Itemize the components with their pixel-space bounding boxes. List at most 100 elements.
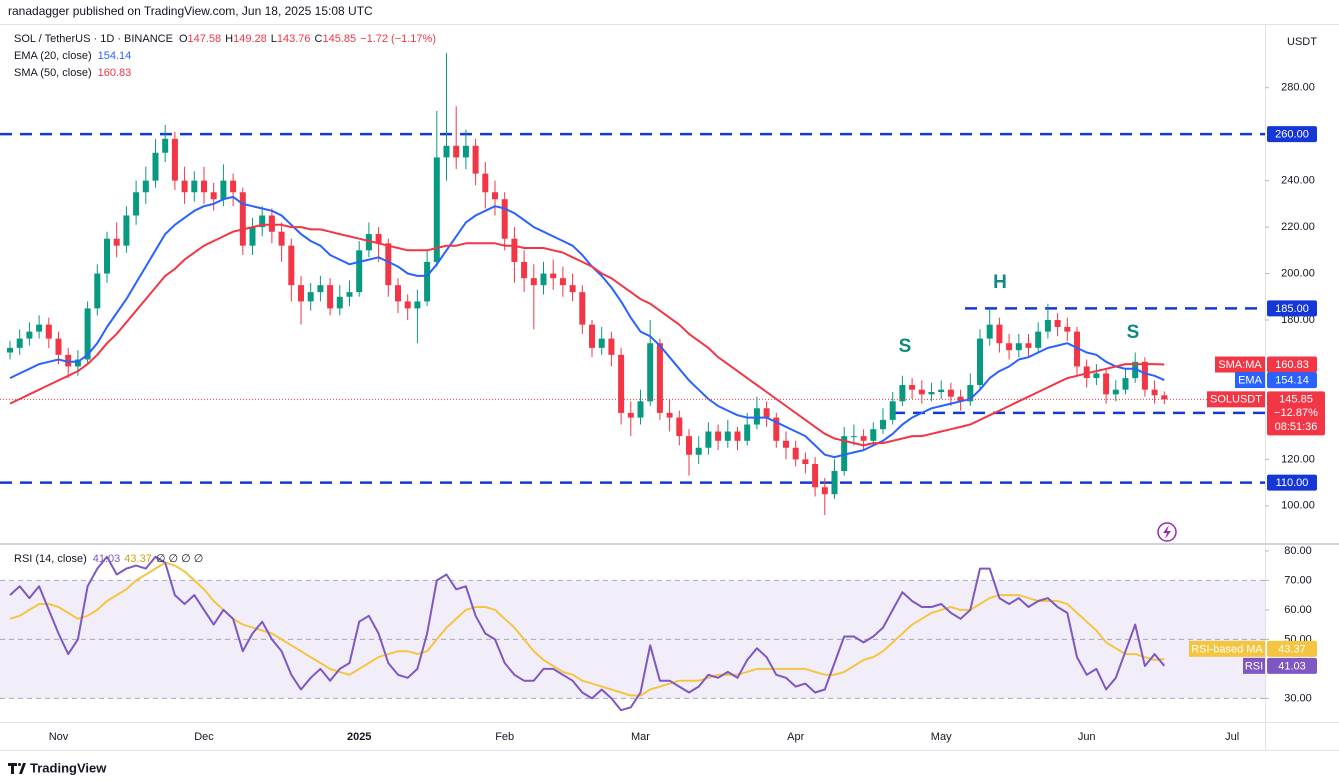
indicator-badge-name: EMA [1238,374,1263,386]
x-tick-label: Mar [631,731,650,743]
candle-body [618,354,625,413]
indicator-badge-value-box [1267,372,1317,389]
indicator-line [9,223,1165,447]
candle-body [181,180,188,193]
legend: EMA (20, close) 154.14 [14,50,131,62]
x-tick-label: Dec [194,731,214,743]
candle-body [637,401,644,418]
candle-body [647,343,654,402]
rsi-badge-value: 41.03 [1278,660,1306,672]
candle-body [1035,331,1042,348]
candle-body [860,436,867,441]
candle-body [918,389,925,395]
pattern-label: S [1127,322,1140,343]
candle-body [715,431,722,441]
candle-body [201,180,207,193]
candle-body [1064,326,1071,332]
candle-body [850,436,857,438]
candle-body [1025,343,1032,348]
legend-part: L [271,33,277,45]
candle-body [569,285,576,293]
candle-body [831,470,838,495]
candle-body [880,419,886,430]
candle-body [1093,373,1100,379]
candle-body [899,385,906,402]
candle-body [171,138,178,181]
axis-unit: USDT [1287,36,1317,48]
legend-part: RSI (14, close) [14,553,87,565]
legend-part: −1.72 (−1.17%) [360,33,436,45]
rsi-ma-badge-value-box [1267,640,1317,657]
candle-body [268,215,275,232]
candle-body [627,412,634,418]
candle-body [967,385,974,402]
candle-body [230,180,237,193]
candle-body [938,389,945,393]
candle-body [210,192,217,200]
indicator-badge-name: SMA:MA [1218,359,1262,371]
y-tick-label: 240.00 [1281,175,1315,187]
candle-body [104,238,110,274]
y-tick-label: 280.00 [1281,82,1315,94]
candle-body [821,487,828,495]
candle-body [1112,389,1119,395]
y-tick-label: 120.00 [1281,453,1315,465]
candle-body [947,389,954,397]
candle-body [792,447,799,460]
candle-body [36,324,43,332]
candle-body [433,157,440,262]
candle-body [298,285,304,302]
candle-body [598,338,605,348]
candle-body [812,464,819,488]
indicator-badge-value: 160.83 [1275,359,1309,371]
candle-body [676,417,683,437]
legend-part: SMA (50, close) [14,67,92,79]
x-tick-label: Jul [1225,731,1239,743]
candle-body [579,292,586,325]
level-label: 185.00 [1275,303,1309,315]
candle-body [443,145,450,158]
y-tick-label: 30.00 [1284,692,1312,704]
indicator-line [9,195,1165,459]
candle-body [559,278,566,286]
rsi-badge-value-box [1267,657,1317,674]
candle-body [133,192,140,216]
level-label: 260.00 [1275,129,1309,141]
legend-part: SOL / TetherUS · 1D · BINANCE [14,33,173,45]
candle-body [1122,378,1129,390]
candle-body [763,408,770,418]
rsi-ma-badge-name-box [1189,640,1265,657]
candle-body [589,324,595,348]
candle-body [123,215,130,246]
candle-body [278,231,285,246]
indicator-badge-name-box [1235,372,1265,389]
candle-body [530,278,537,286]
legend-part: 145.85 [323,33,357,45]
lightning-icon [1157,522,1177,542]
x-tick-label: Feb [495,731,514,743]
candle-body [501,199,508,239]
candle-body [1103,373,1110,395]
candle-body [84,308,91,360]
price-badge-countdown: 08:51:36 [1275,421,1318,433]
rsi-badge-name-box [1243,657,1265,674]
candle-body [1044,320,1051,332]
footer-brand: TradingView [30,760,107,775]
y-tick-label: 200.00 [1281,267,1315,279]
candle-body [220,180,227,200]
candle-body [375,234,382,244]
candle-body [986,324,993,339]
candle-body [356,250,363,293]
level-label: 110.00 [1276,477,1309,489]
rsi-line [9,561,1165,697]
candle-body [424,261,431,302]
legend: SOL / TetherUS · 1D · BINANCE O147.58 H149… [14,33,436,45]
candle-body [55,338,62,355]
price-badge-value: 145.85 [1279,394,1313,406]
candle-body [346,292,353,297]
pattern-label: S [899,336,912,357]
y-tick-label: 100.00 [1281,500,1315,512]
candle-body [414,301,421,309]
price-badge-name: SOLUSDT [1210,394,1262,406]
